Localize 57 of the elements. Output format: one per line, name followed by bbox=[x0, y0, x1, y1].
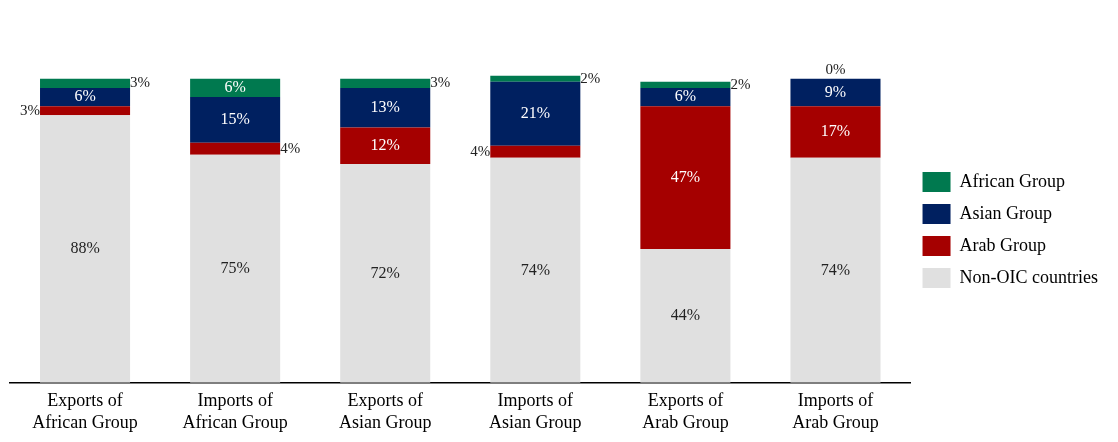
legend-label: African Group bbox=[959, 170, 1065, 191]
bar bbox=[40, 115, 131, 383]
data-label: 74% bbox=[820, 260, 851, 278]
data-label: 3% bbox=[130, 74, 151, 91]
bar bbox=[340, 87, 431, 128]
data-label: 6% bbox=[74, 87, 96, 105]
data-label: 17% bbox=[820, 122, 851, 140]
bar bbox=[640, 81, 731, 88]
data-label: 6% bbox=[674, 87, 697, 105]
bar bbox=[340, 127, 431, 164]
bar bbox=[490, 145, 581, 158]
data-label: 44% bbox=[670, 306, 701, 324]
data-label: 47% bbox=[670, 167, 701, 185]
bar bbox=[40, 106, 131, 116]
data-label: 9% bbox=[824, 82, 847, 100]
bar bbox=[490, 75, 581, 82]
data-label: 21% bbox=[520, 103, 550, 121]
bar bbox=[790, 78, 881, 107]
data-label: 3% bbox=[430, 74, 451, 91]
bar bbox=[640, 249, 731, 383]
data-label: 0% bbox=[825, 61, 846, 78]
bar bbox=[340, 78, 431, 88]
data-label: 72% bbox=[370, 263, 400, 281]
data-label: 2% bbox=[730, 75, 751, 92]
bar bbox=[640, 106, 731, 250]
bar bbox=[790, 157, 881, 383]
legend-label: Asian Group bbox=[959, 202, 1053, 223]
x-tick-label: Exports of Arab Group bbox=[642, 390, 729, 432]
bar bbox=[190, 97, 281, 143]
bar bbox=[490, 157, 581, 383]
bar bbox=[340, 163, 431, 383]
legend-label: Arab Group bbox=[959, 234, 1047, 255]
x-tick-label: Imports of Arab Group bbox=[792, 390, 879, 432]
x-tick-label: Exports of Asian Group bbox=[338, 390, 432, 432]
data-label: 13% bbox=[370, 97, 400, 115]
data-label: 4% bbox=[280, 139, 301, 156]
bar bbox=[640, 87, 731, 107]
bar bbox=[40, 78, 131, 88]
data-label: 74% bbox=[520, 260, 550, 278]
data-label: 88% bbox=[70, 239, 100, 257]
x-tick-label: Imports of Asian Group bbox=[489, 390, 582, 432]
data-label: 15% bbox=[220, 110, 250, 128]
x-tick-label: Imports of African Group bbox=[182, 390, 288, 432]
data-label: 6% bbox=[224, 78, 246, 96]
data-label: 4% bbox=[470, 142, 491, 159]
bar bbox=[190, 78, 281, 98]
bar bbox=[190, 142, 281, 155]
legend-label: Non-OIC countries bbox=[959, 266, 1099, 287]
data-label: 2% bbox=[580, 69, 601, 86]
bar bbox=[490, 81, 581, 146]
data-label: 75% bbox=[220, 259, 250, 276]
x-tick-label: Exports of African Group bbox=[32, 390, 138, 432]
bar bbox=[190, 154, 281, 383]
data-label: 12% bbox=[370, 135, 400, 153]
bar bbox=[40, 87, 131, 107]
data-label: 3% bbox=[20, 101, 41, 118]
bar bbox=[790, 106, 881, 158]
